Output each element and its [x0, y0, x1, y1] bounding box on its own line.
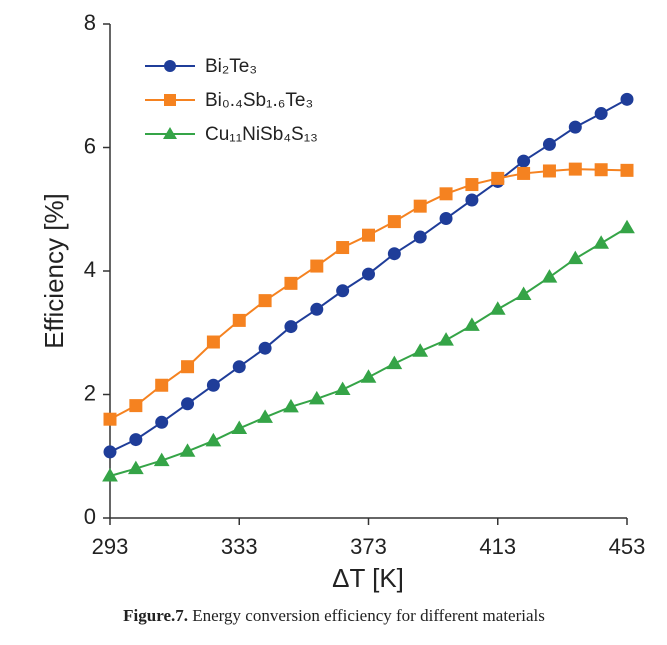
x-tick-label: 333 — [221, 534, 258, 559]
point — [334, 381, 351, 396]
point — [515, 286, 532, 300]
point — [205, 432, 222, 447]
point — [181, 360, 195, 374]
point — [387, 215, 401, 229]
legend-label: Cu₁₁NiSb₄S₁₃ — [205, 124, 318, 145]
point — [620, 163, 634, 177]
legend-marker — [163, 127, 177, 139]
legend-label: Bi₂Te₃ — [205, 56, 257, 77]
point — [542, 164, 556, 178]
point — [465, 193, 479, 207]
point — [439, 187, 453, 201]
point — [362, 228, 375, 242]
point — [386, 355, 403, 370]
point — [308, 390, 325, 405]
caption-text: Energy conversion efficiency for differe… — [192, 606, 545, 625]
point — [619, 219, 635, 234]
point — [102, 468, 118, 482]
series — [103, 162, 634, 426]
y-tick-label: 2 — [84, 380, 96, 405]
point — [465, 178, 479, 192]
point — [594, 163, 608, 177]
point — [491, 171, 505, 185]
point — [206, 335, 220, 349]
point — [153, 452, 170, 467]
point — [179, 443, 196, 457]
point — [284, 276, 298, 290]
point — [258, 294, 272, 308]
point — [231, 420, 248, 434]
point — [568, 120, 582, 134]
point — [206, 378, 220, 392]
point — [412, 343, 429, 357]
point — [360, 369, 377, 383]
point — [362, 267, 375, 281]
point — [258, 341, 272, 355]
y-tick-label: 6 — [84, 133, 96, 158]
point — [464, 317, 480, 331]
point — [103, 412, 117, 426]
point — [232, 360, 246, 374]
point — [413, 199, 427, 213]
caption-label: Figure.7. — [123, 606, 188, 625]
x-axis-label: ΔT [K] — [332, 563, 404, 593]
point — [568, 162, 582, 176]
point — [257, 409, 273, 423]
point — [517, 154, 531, 168]
point — [283, 398, 299, 413]
point — [620, 92, 634, 106]
y-tick-label: 0 — [84, 504, 96, 529]
y-tick-label: 8 — [84, 10, 96, 35]
point — [127, 460, 144, 475]
point — [155, 415, 169, 429]
series-line — [109, 226, 628, 477]
point — [542, 137, 556, 151]
point — [593, 235, 610, 249]
series — [103, 92, 634, 459]
legend-marker — [164, 60, 176, 72]
point — [517, 166, 531, 180]
legend-label: Bi₀.₄Sb₁.₆Te₃ — [205, 90, 313, 111]
x-tick-label: 293 — [92, 534, 129, 559]
legend-marker — [164, 94, 176, 106]
caption: Figure.7. Energy conversion efficiency f… — [123, 606, 545, 625]
point — [387, 247, 401, 261]
x-tick-label: 373 — [350, 534, 387, 559]
point — [336, 241, 350, 255]
point — [541, 269, 558, 283]
point — [155, 378, 169, 392]
point — [181, 397, 195, 411]
point — [336, 284, 350, 298]
point — [284, 320, 298, 334]
point — [489, 301, 506, 315]
point — [438, 332, 454, 346]
y-tick-label: 4 — [84, 257, 96, 282]
x-tick-label: 413 — [479, 534, 516, 559]
point — [594, 107, 608, 121]
point — [439, 212, 453, 226]
point — [232, 313, 246, 327]
point — [413, 230, 427, 244]
x-tick-label: 453 — [609, 534, 646, 559]
series — [102, 219, 635, 482]
point — [129, 433, 143, 447]
point — [129, 399, 143, 413]
point — [310, 302, 324, 316]
point — [310, 259, 324, 273]
point — [103, 445, 117, 459]
point — [567, 250, 584, 265]
y-axis-label: Efficiency [%] — [39, 193, 69, 349]
